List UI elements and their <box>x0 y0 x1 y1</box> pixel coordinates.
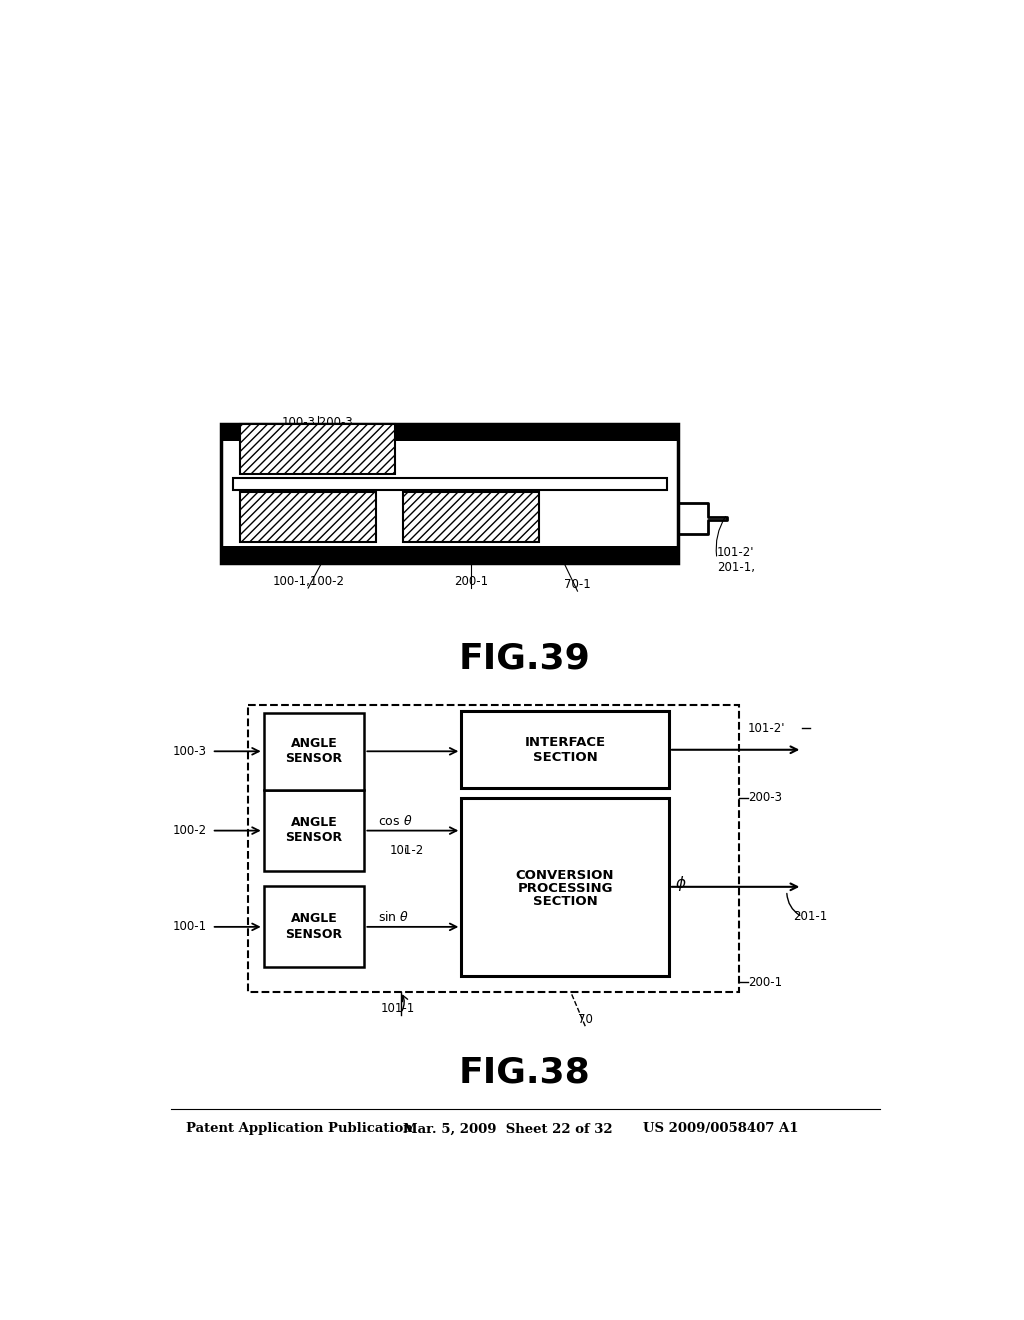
Bar <box>403 492 539 541</box>
Text: 70-1: 70-1 <box>564 578 591 591</box>
Text: SECTION: SECTION <box>532 751 597 764</box>
Bar <box>263 886 365 966</box>
Text: 200-1: 200-1 <box>748 975 782 989</box>
Bar <box>232 478 667 490</box>
Text: ANGLE: ANGLE <box>291 737 337 750</box>
Text: 100-1: 100-1 <box>173 920 207 933</box>
Text: 100-3,200-3: 100-3,200-3 <box>282 416 353 429</box>
Text: FIG.38: FIG.38 <box>459 1056 591 1089</box>
Text: 101-1: 101-1 <box>381 1002 415 1015</box>
Bar <box>263 713 365 789</box>
Text: INTERFACE: INTERFACE <box>524 735 605 748</box>
Text: cos $\theta$: cos $\theta$ <box>378 813 413 828</box>
Text: 201-1,: 201-1, <box>717 561 755 574</box>
Bar <box>221 545 678 562</box>
Bar <box>241 424 395 474</box>
Text: US 2009/0058407 A1: US 2009/0058407 A1 <box>643 1122 799 1135</box>
Text: sin $\theta$: sin $\theta$ <box>378 909 410 924</box>
Text: 201-1: 201-1 <box>793 911 827 924</box>
Text: ANGLE: ANGLE <box>291 816 337 829</box>
Text: 200-3: 200-3 <box>748 791 782 804</box>
Text: SENSOR: SENSOR <box>286 752 343 766</box>
Text: CONVERSION: CONVERSION <box>516 869 614 882</box>
Bar <box>241 492 376 541</box>
Bar <box>263 789 365 871</box>
Text: FIG.39: FIG.39 <box>459 642 591 676</box>
Text: 70: 70 <box>578 1014 593 1026</box>
Bar <box>241 424 395 474</box>
Text: 200-1: 200-1 <box>454 576 488 589</box>
Text: 100-3: 100-3 <box>173 744 207 758</box>
Bar <box>241 492 376 541</box>
Text: SECTION: SECTION <box>532 895 597 908</box>
Text: 101-2': 101-2' <box>717 545 755 558</box>
Bar <box>403 492 539 541</box>
Bar <box>461 711 669 788</box>
Text: PROCESSING: PROCESSING <box>517 882 612 895</box>
Text: 100-2: 100-2 <box>173 824 207 837</box>
Text: ANGLE: ANGLE <box>291 912 337 925</box>
Bar <box>221 424 678 562</box>
Text: 100-1,100-2: 100-1,100-2 <box>272 576 344 589</box>
Text: 101-2: 101-2 <box>390 843 424 857</box>
Text: 101-2': 101-2' <box>748 722 785 735</box>
Text: Patent Application Publication: Patent Application Publication <box>186 1122 413 1135</box>
Text: SENSOR: SENSOR <box>286 832 343 845</box>
Text: Mar. 5, 2009  Sheet 22 of 32: Mar. 5, 2009 Sheet 22 of 32 <box>403 1122 612 1135</box>
Text: SENSOR: SENSOR <box>286 928 343 941</box>
Bar <box>248 705 738 991</box>
Text: $\phi$: $\phi$ <box>675 874 687 892</box>
Bar <box>221 424 678 441</box>
Bar <box>461 797 669 977</box>
